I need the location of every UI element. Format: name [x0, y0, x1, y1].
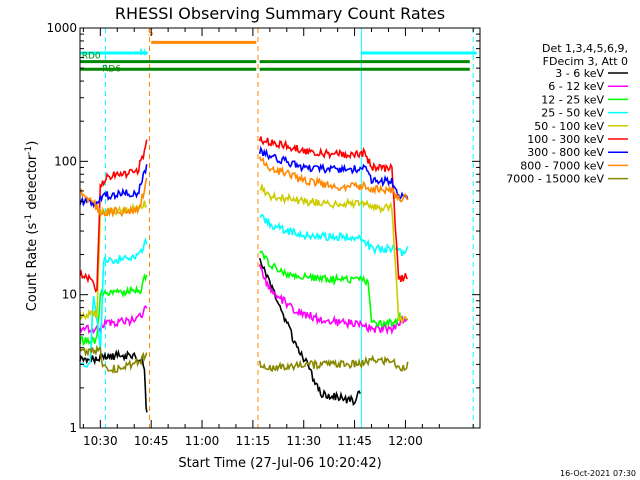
legend-entry-label: 800 - 7000 keV [520, 159, 604, 172]
series-line [259, 213, 409, 257]
plot-frame [79, 27, 481, 429]
x-tick-label: 11:30 [286, 434, 321, 448]
x-tick-label: 11:15 [236, 434, 271, 448]
y-tick-label: 10 [62, 288, 77, 302]
series-line [79, 177, 148, 218]
series-line [258, 257, 361, 406]
y-tick-label: 1 [69, 421, 77, 435]
legend-entry-label: 100 - 300 keV [527, 133, 604, 146]
series-line [79, 344, 148, 375]
chart-title: RHESSI Observing Summary Count Rates [115, 4, 445, 23]
flag-label: RD0 [82, 52, 101, 62]
legend-entry-label: 50 - 100 keV [534, 120, 604, 133]
y-tick-label: 1000 [46, 21, 77, 35]
series-line [258, 264, 409, 336]
y-axis-label: Count Rate (s-1 detector-1) [24, 141, 40, 312]
legend-entry-label: 300 - 800 keV [527, 146, 604, 159]
legend-entry-label: 7000 - 15000 keV [506, 173, 604, 186]
series-line [79, 237, 148, 368]
series-line [258, 156, 409, 203]
series-line [258, 354, 409, 373]
legend-entry-label: 3 - 6 keV [555, 67, 604, 80]
x-tick-label: 11:45 [337, 434, 372, 448]
legend-entry-label: 12 - 25 keV [541, 93, 604, 106]
legend-header: Det 1,3,4,5,6,9, [542, 42, 628, 55]
footer-date: 16-Oct-2021 07:30 [560, 469, 636, 478]
legend: Det 1,3,4,5,6,9,FDecim 3, Att 03 - 6 keV… [506, 42, 628, 186]
legend-entry-label: 6 - 12 keV [548, 80, 604, 93]
series-line [79, 139, 148, 293]
series-line [258, 145, 409, 202]
series-line [259, 250, 402, 329]
x-axis-label: Start Time (27-Jul-06 10:20:42) [178, 456, 381, 471]
series-line [79, 164, 148, 209]
x-tick-label: 10:45 [134, 434, 169, 448]
x-tick-label: 11:00 [185, 434, 220, 448]
flag-label: RD6 [102, 65, 121, 75]
flag-label: N [139, 48, 146, 58]
legend-header: FDecim 3, Att 0 [543, 55, 628, 68]
series-line [258, 136, 408, 283]
x-tick-label: 10:30 [83, 434, 118, 448]
series-line [259, 184, 409, 325]
legend-entry-label: 25 - 50 keV [541, 107, 604, 120]
y-tick-label: 100 [54, 154, 77, 168]
x-tick-label: 12:00 [388, 434, 423, 448]
